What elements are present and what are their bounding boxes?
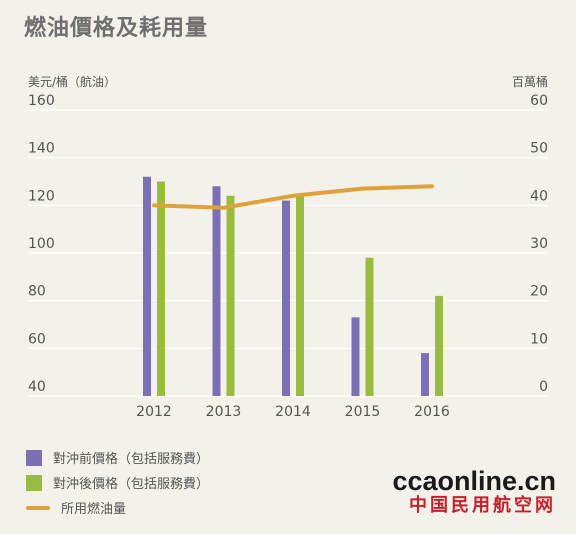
watermark-name: 中国民用航空网 <box>409 495 556 516</box>
y-tick-left-label: 100 <box>28 236 55 252</box>
legend-label-pre-hedge: 對沖前價格（包括服務費） <box>53 452 210 467</box>
bar-post-hedge <box>365 257 374 396</box>
y-tick-left-label: 120 <box>28 188 55 204</box>
x-tick-label: 2016 <box>414 404 450 420</box>
y-tick-right-label: 40 <box>530 188 548 204</box>
x-tick-label: 2015 <box>345 404 381 420</box>
x-tick-label: 2013 <box>206 404 242 420</box>
x-tick-label: 2014 <box>275 404 311 420</box>
bar-pre-hedge <box>143 176 151 396</box>
x-tick-label: 2012 <box>136 404 172 420</box>
legend-item-post-hedge: 對沖後價格（包括服務費） <box>26 470 209 495</box>
bar-pre-hedge <box>351 317 360 396</box>
y-tick-right-label: 20 <box>530 284 548 300</box>
legend-line-fuel-usage <box>26 505 50 510</box>
legend-swatch-post-hedge <box>26 474 42 491</box>
y-axis-left-title: 美元/桶（航油） <box>28 74 116 89</box>
bar-post-hedge <box>296 195 304 396</box>
chart-title: 燃油價格及耗用量 <box>24 16 209 41</box>
y-tick-left-label: 40 <box>28 379 46 395</box>
bar-pre-hedge <box>421 353 429 396</box>
y-tick-left-label: 140 <box>28 141 55 157</box>
y-tick-left-label: 60 <box>28 331 46 347</box>
y-tick-right-label: 10 <box>530 331 548 347</box>
y-axis-right-title: 百萬桶 <box>512 74 548 89</box>
bar-post-hedge <box>157 181 165 396</box>
y-tick-right-label: 0 <box>539 379 548 395</box>
y-tick-left-label: 160 <box>28 93 55 109</box>
legend-label-fuel-usage: 所用燃油量 <box>61 502 127 517</box>
y-tick-right-label: 30 <box>530 236 548 252</box>
bar-post-hedge <box>226 195 235 396</box>
bar-pre-hedge <box>212 186 221 396</box>
legend-label-post-hedge: 對沖後價格（包括服務費） <box>53 477 210 492</box>
line-fuel-usage <box>152 184 434 210</box>
y-tick-left-label: 80 <box>28 284 46 300</box>
y-tick-right-label: 60 <box>530 93 548 109</box>
legend: 對沖前價格（包括服務費） 對沖後價格（包括服務費） 所用燃油量 <box>26 445 209 520</box>
legend-item-fuel-usage: 所用燃油量 <box>26 495 209 520</box>
y-tick-right-label: 50 <box>530 141 548 157</box>
chart-area: 美元/桶（航油） 百萬桶 40 60 80 100 120 140 160 0 10 20 30 40 50… <box>28 74 548 420</box>
watermark: ccaonline.cn 中国民用航空网 <box>392 468 556 517</box>
watermark-site: ccaonline.cn <box>392 466 556 496</box>
legend-item-pre-hedge: 對沖前價格（包括服務費） <box>26 445 209 470</box>
bar-post-hedge <box>435 295 443 396</box>
legend-swatch-pre-hedge <box>26 449 42 466</box>
bar-pre-hedge <box>282 200 290 396</box>
